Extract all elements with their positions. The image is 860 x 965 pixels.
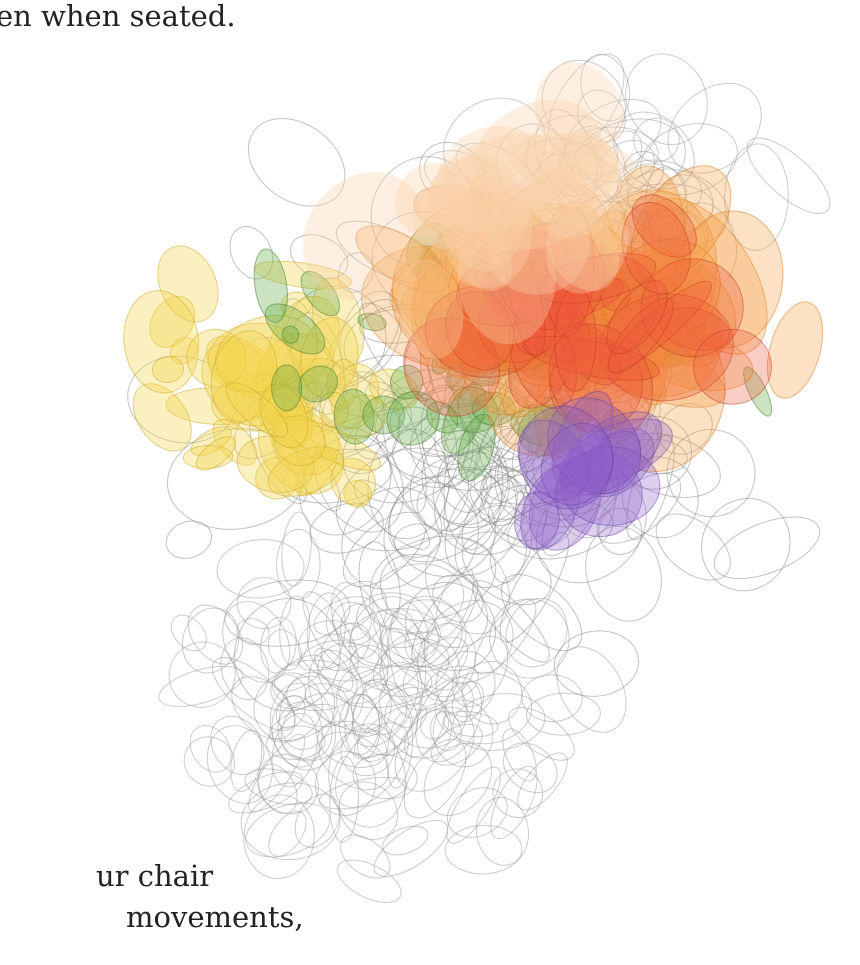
outline-loop [272, 659, 358, 711]
outline-loop [366, 810, 457, 887]
outline-loop [428, 562, 482, 642]
outline-loop [445, 824, 523, 874]
outline-loop [279, 511, 315, 588]
outline-loop [494, 733, 567, 803]
bottom-text: ur chair [96, 862, 213, 891]
outline-loop [161, 515, 217, 565]
outline-loop [644, 501, 742, 593]
outline-loop [164, 608, 213, 657]
outline-loop [543, 635, 640, 744]
outline-loop [686, 483, 806, 606]
outline-loop [200, 706, 275, 785]
page: en when seated. ur chair movements, [0, 0, 860, 965]
outline-loop [240, 791, 319, 882]
outline-loop [706, 504, 828, 591]
outline-loop [550, 626, 643, 702]
outline-loop [331, 851, 407, 911]
outline-loop [214, 633, 275, 705]
bottom-text: movements, [126, 903, 304, 932]
outline-loop [338, 602, 384, 661]
illustration [0, 0, 860, 965]
outline-loop [736, 126, 841, 225]
outline-loop [223, 763, 308, 821]
outline-loop [215, 537, 306, 601]
top-text: en when seated. [0, 2, 236, 31]
red-blob [554, 287, 596, 391]
outline-loop [304, 496, 388, 561]
outline-loop [472, 795, 532, 869]
green-blob [271, 365, 302, 411]
